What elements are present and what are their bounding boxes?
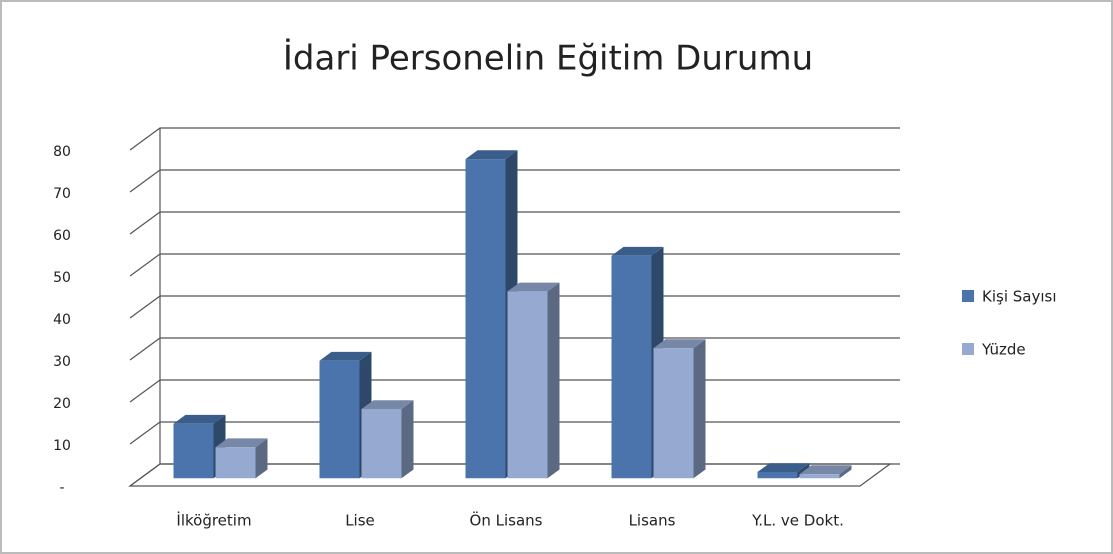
y-tick-label: 30 xyxy=(53,354,71,370)
y-tick-label: 10 xyxy=(53,438,71,454)
bar-side xyxy=(255,438,268,479)
bar-front xyxy=(319,360,360,479)
y-tick-label: 80 xyxy=(53,144,71,160)
bar-side xyxy=(547,282,560,479)
bar-top xyxy=(611,246,664,256)
y-tick-label: 70 xyxy=(53,186,71,202)
y-tick-label: 60 xyxy=(53,228,71,244)
bar-front xyxy=(173,423,214,479)
bar xyxy=(361,400,414,479)
x-tick-label: İlköğretim xyxy=(176,511,251,530)
y-tick-label: 20 xyxy=(53,396,71,412)
bar-top xyxy=(215,438,268,448)
bar-front xyxy=(653,348,694,479)
y-tick-label: 40 xyxy=(53,312,71,328)
bar-top xyxy=(757,463,810,472)
bar xyxy=(799,465,852,479)
x-tick-label: Y.L. ve Dokt. xyxy=(751,512,844,530)
chart-title: İdari Personelin Eğitim Durumu xyxy=(283,39,813,79)
legend-swatch xyxy=(962,343,974,355)
bar-front xyxy=(799,474,840,479)
bar-top xyxy=(361,400,414,409)
bar xyxy=(507,282,560,479)
bar-top xyxy=(653,339,706,349)
legend-swatch xyxy=(962,290,974,302)
bar-side xyxy=(401,400,414,479)
bar-top xyxy=(319,351,372,361)
bar-front xyxy=(611,255,652,479)
y-tick-label: - xyxy=(59,480,64,496)
bar-top xyxy=(465,150,518,160)
x-tick-label: Lisans xyxy=(629,512,676,530)
x-tick-label: Ön Lisans xyxy=(470,511,543,530)
bar-side xyxy=(839,465,852,479)
bar-top xyxy=(173,414,226,424)
x-tick-label: Lise xyxy=(345,512,375,530)
legend-label: Yüzde xyxy=(981,341,1026,359)
bar xyxy=(653,339,706,479)
y-tick-label: 50 xyxy=(53,270,71,286)
bar-side xyxy=(693,339,706,479)
bar xyxy=(215,438,268,479)
bar-front xyxy=(215,447,256,479)
legend-label: Kişi Sayısı xyxy=(982,288,1057,306)
bar-front xyxy=(507,291,548,479)
bar-front xyxy=(465,159,506,479)
bar-top xyxy=(799,465,852,475)
bar-front xyxy=(757,472,798,479)
bar-top xyxy=(507,282,560,292)
bar-front xyxy=(361,409,402,479)
